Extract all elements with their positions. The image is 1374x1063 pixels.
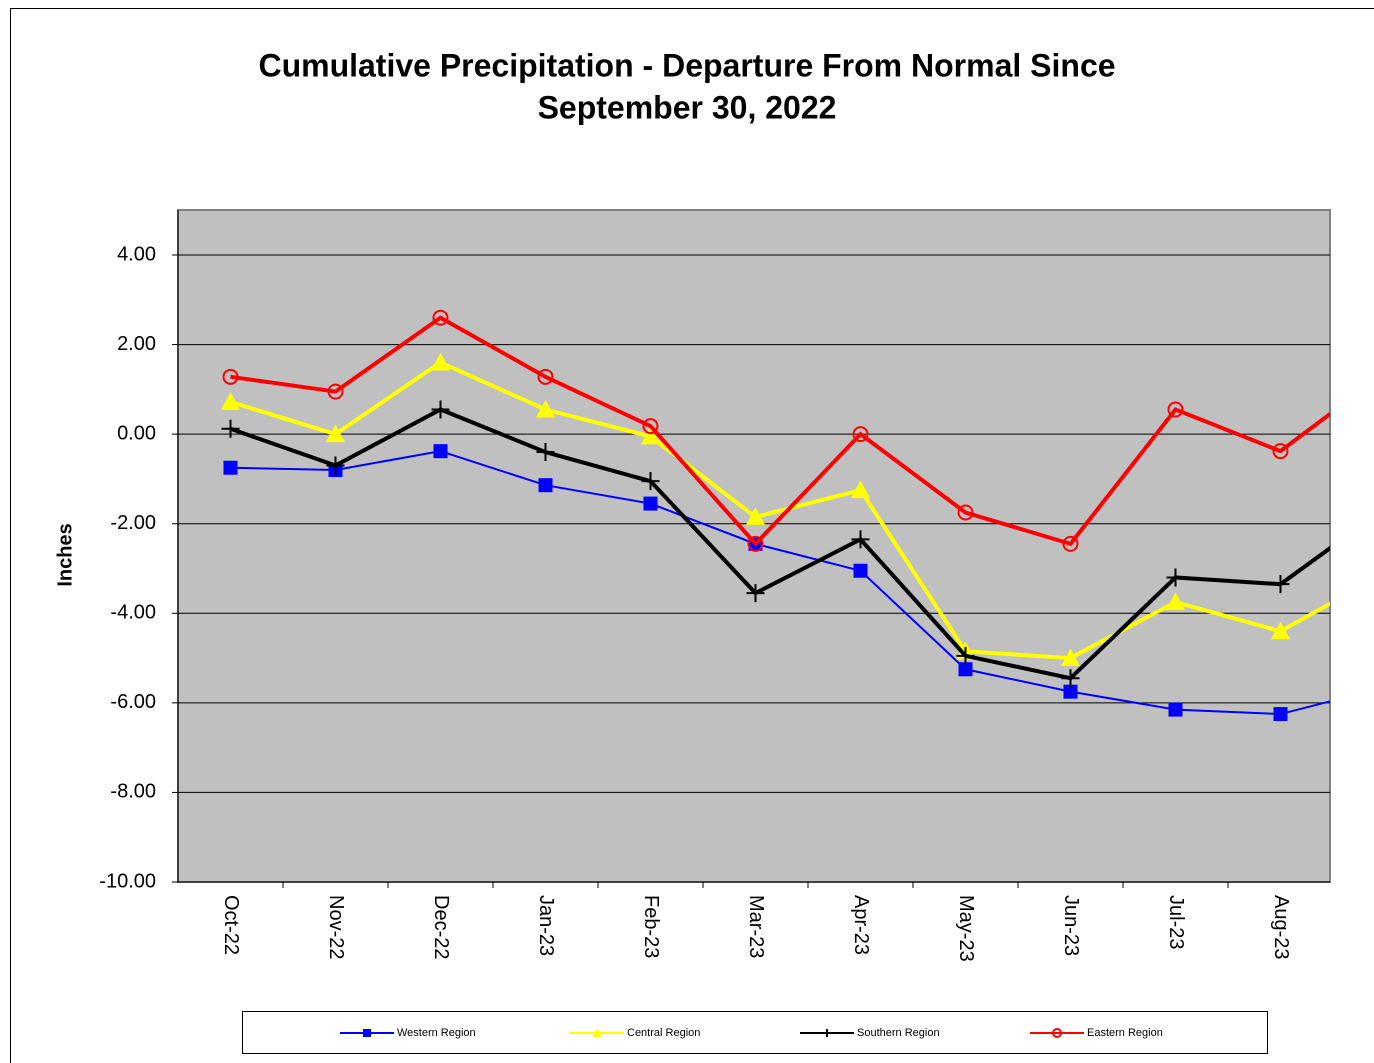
series-line <box>230 450 1330 716</box>
x-tick-label: Apr-23 <box>850 895 872 955</box>
marker <box>958 662 973 677</box>
marker <box>538 478 553 493</box>
marker <box>641 472 660 491</box>
y-tick-label: -2.00 <box>110 512 156 534</box>
marker <box>956 646 975 665</box>
legend-label: Southern Region <box>857 1027 940 1039</box>
x-tick-label: Oct-22 <box>220 895 242 955</box>
x-tick-label: Jul-23 <box>1165 895 1187 949</box>
legend <box>242 1011 1268 1054</box>
marker <box>745 507 766 525</box>
marker <box>1270 621 1291 640</box>
marker <box>220 392 241 410</box>
marker <box>851 530 870 549</box>
legend-label: Eastern Region <box>1087 1027 1163 1039</box>
marker <box>223 460 238 475</box>
marker <box>1052 1028 1062 1038</box>
marker <box>1166 568 1185 587</box>
marker <box>535 399 556 418</box>
series-line <box>229 407 1330 681</box>
marker <box>537 368 554 385</box>
marker <box>536 443 555 462</box>
marker <box>592 1028 602 1037</box>
marker <box>747 535 764 552</box>
series-line <box>229 360 1330 661</box>
marker <box>1061 669 1080 688</box>
marker <box>1273 707 1288 722</box>
x-tick-label: Jun-23 <box>1060 895 1082 956</box>
marker <box>1271 575 1290 594</box>
marker <box>1168 702 1183 717</box>
marker <box>363 1029 371 1037</box>
marker <box>640 426 661 445</box>
marker <box>432 309 449 326</box>
y-tick-label: 4.00 <box>117 243 156 265</box>
marker <box>853 563 868 578</box>
marker <box>1272 443 1289 460</box>
x-tick-label: Mar-23 <box>745 895 767 958</box>
marker <box>642 418 659 435</box>
marker <box>1167 401 1184 418</box>
marker <box>1063 684 1078 699</box>
marker <box>431 400 450 419</box>
marker <box>746 584 765 603</box>
legend-label: Western Region <box>397 1027 476 1039</box>
series-line <box>230 315 1330 547</box>
y-tick-label: -6.00 <box>110 691 156 713</box>
legend-label: Central Region <box>627 1027 700 1039</box>
y-tick-label: -4.00 <box>110 602 156 624</box>
marker <box>221 419 240 438</box>
x-tick-label: Jan-23 <box>535 895 557 956</box>
y-tick-label: 0.00 <box>117 422 156 444</box>
chart-subtitle: September 30, 2022 <box>538 89 837 125</box>
x-tick-label: Dec-22 <box>430 895 452 959</box>
y-tick-label: 2.00 <box>117 333 156 355</box>
chart-title: Cumulative Precipitation - Departure Fro… <box>258 47 1115 83</box>
marker <box>326 456 345 475</box>
marker <box>823 1029 831 1037</box>
marker <box>850 480 871 499</box>
y-axis-label: Inches <box>54 523 76 586</box>
marker <box>852 426 869 443</box>
x-tick-label: Feb-23 <box>640 895 662 958</box>
marker <box>430 352 451 371</box>
marker <box>1060 648 1081 667</box>
marker <box>325 424 346 443</box>
marker <box>1062 535 1079 552</box>
x-tick-label: May-23 <box>955 895 977 962</box>
x-tick-label: Nov-22 <box>325 895 347 959</box>
x-tick-label: Aug-23 <box>1270 895 1292 960</box>
marker <box>643 496 658 511</box>
y-tick-label: -10.00 <box>99 870 156 892</box>
marker <box>957 504 974 521</box>
marker <box>1165 592 1186 611</box>
marker <box>222 368 239 385</box>
y-tick-label: -8.00 <box>110 781 156 803</box>
marker <box>433 444 448 459</box>
marker <box>327 383 344 400</box>
